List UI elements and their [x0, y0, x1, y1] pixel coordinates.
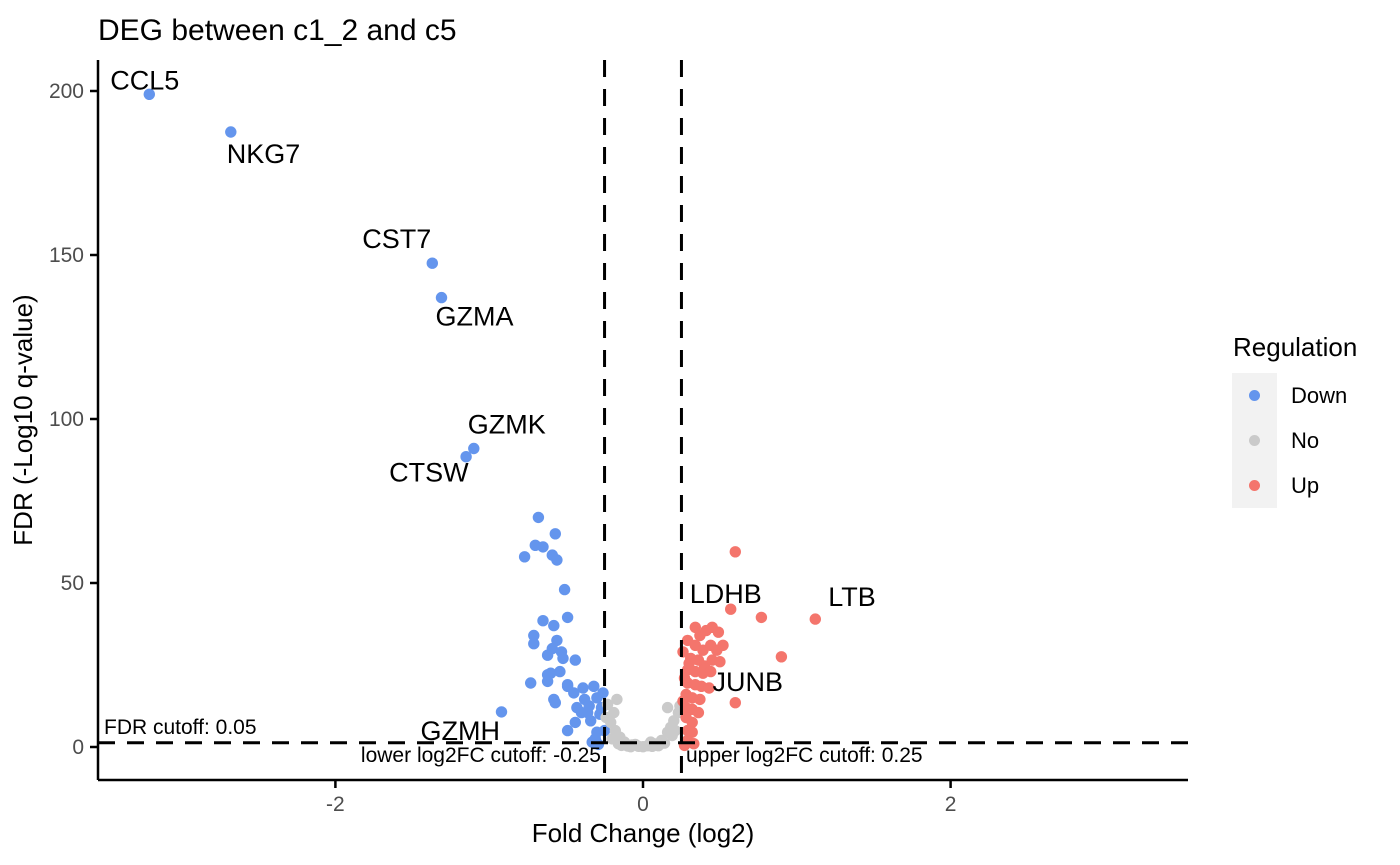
data-point-down: [460, 451, 472, 463]
gene-label-gzma: GZMA: [436, 302, 514, 332]
data-point-up: [677, 695, 689, 707]
data-point-down: [569, 716, 581, 729]
data-point-down: [561, 611, 574, 624]
x-tick-label: 2: [945, 793, 957, 816]
data-point-down: [541, 675, 554, 688]
data-point-down: [577, 682, 589, 694]
data-point-down: [575, 706, 588, 719]
data-point-no: [611, 693, 623, 706]
y-tick-label: 0: [72, 736, 84, 759]
legend-item-up: Up: [1232, 463, 1319, 508]
gene-label-nkg7: NKG7: [227, 139, 301, 169]
data-point-down: [537, 615, 549, 627]
y-axis-title: FDR (-Log10 q-value): [8, 294, 38, 545]
gene-label-ldhb: LDHB: [690, 579, 762, 609]
gene-label-junb: JUNB: [713, 667, 784, 697]
data-point-down: [548, 619, 560, 632]
x-tick-label: 0: [637, 793, 649, 816]
legend-item-down: Down: [1232, 373, 1347, 418]
data-point-up: [683, 657, 695, 670]
data-point-down: [554, 665, 566, 678]
gene-label-cst7: CST7: [362, 224, 431, 254]
data-point-down: [537, 541, 549, 553]
legend-item-no: No: [1232, 418, 1319, 463]
x-tick-label: -2: [326, 793, 345, 816]
data-point-down: [585, 715, 597, 727]
data-point-down: [532, 511, 545, 524]
y-tick-label: 100: [49, 408, 84, 431]
legend-label-down: Down: [1291, 383, 1347, 408]
data-point-up: [755, 611, 768, 624]
data-point-up: [703, 682, 715, 694]
gene-labels-layer: CCL5 NKG7 CST7 GZMA GZMK CTSW GZMH LDHB LTB JUNB: [110, 65, 876, 746]
data-point-up: [775, 651, 788, 663]
data-point-up: [692, 706, 705, 719]
gene-label-ltb: LTB: [828, 582, 876, 612]
fdr-cutoff-annotation: FDR cutoff: 0.05: [104, 716, 257, 739]
data-point-up: [729, 546, 741, 558]
data-point-down: [525, 677, 537, 689]
y-tick-label: 200: [49, 80, 84, 103]
data-point-down: [588, 680, 600, 692]
data-point-down: [541, 649, 554, 661]
data-point-up: [717, 639, 729, 651]
data-point-down: [495, 706, 508, 718]
legend-label-no: No: [1291, 428, 1319, 453]
data-point-up: [692, 654, 705, 666]
data-point-down: [468, 442, 480, 455]
data-point-no: [600, 711, 612, 724]
data-point-up: [694, 693, 706, 706]
data-point-down: [568, 687, 580, 699]
data-point-down: [435, 291, 448, 304]
data-point-up: [677, 646, 689, 658]
data-point-up: [712, 626, 725, 638]
data-point-no: [669, 724, 681, 737]
data-point-no: [612, 738, 625, 750]
x-axis-title: Fold Change (log2): [532, 818, 755, 848]
data-point-down: [583, 700, 595, 712]
plot-title: DEG between c1_2 and c5: [98, 14, 457, 47]
upper-fc-cutoff-annotation: upper log2FC cutoff: 0.25: [686, 744, 923, 767]
data-point-down: [426, 257, 438, 269]
legend-dot-up: [1249, 480, 1260, 491]
legend-label-up: Up: [1291, 473, 1319, 498]
legend-title: Regulation: [1233, 332, 1357, 362]
lower-fc-cutoff-annotation: lower log2FC cutoff: -0.25: [361, 744, 601, 767]
legend-dot-no: [1249, 435, 1260, 446]
data-point-up: [809, 613, 821, 625]
legend: Regulation Down No Up: [1232, 332, 1357, 508]
data-point-down: [549, 528, 561, 540]
data-point-down: [549, 697, 561, 709]
y-tick-label: 50: [61, 572, 84, 595]
data-point-down: [558, 583, 571, 596]
data-point-down: [551, 554, 563, 566]
axes-layer: 0 50 100 150 200 -2 0 2: [49, 60, 1188, 816]
data-point-down: [528, 629, 540, 642]
gene-label-ctsw: CTSW: [389, 458, 469, 488]
data-point-no: [661, 701, 674, 714]
data-point-down: [528, 638, 540, 650]
data-point-up: [714, 656, 726, 668]
legend-dot-down: [1249, 390, 1260, 401]
data-point-down: [518, 551, 531, 563]
data-point-down: [557, 652, 569, 665]
cutoff-lines-layer: [98, 60, 1188, 780]
gene-label-gzmh: GZMH: [421, 716, 500, 746]
data-point-down: [561, 724, 574, 737]
gene-label-gzmk: GZMK: [468, 410, 546, 440]
data-point-down: [143, 88, 155, 101]
data-point-up: [729, 697, 741, 709]
data-point-down: [597, 687, 609, 699]
data-point-down: [569, 654, 581, 666]
data-point-up: [705, 665, 717, 678]
data-point-up: [725, 603, 737, 615]
y-tick-label: 150: [49, 244, 84, 267]
gene-label-ccl5: CCL5: [110, 65, 179, 95]
data-point-down: [225, 126, 237, 138]
